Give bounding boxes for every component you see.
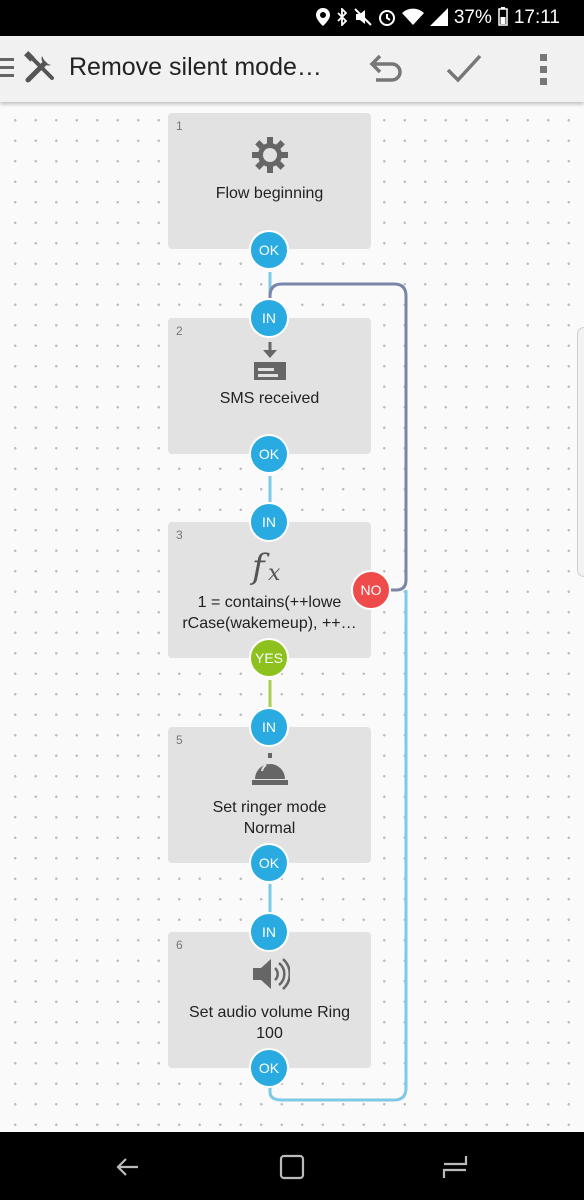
block-label-line1: Set ringer mode: [212, 799, 327, 816]
edge-handle[interactable]: [577, 327, 584, 577]
svg-text:f: f: [250, 547, 270, 587]
wire-6-loop: [268, 590, 408, 1102]
gear-icon: [250, 135, 290, 175]
check-icon[interactable]: [444, 50, 484, 88]
block-number: 6: [176, 938, 183, 952]
port-yes[interactable]: YES: [249, 638, 289, 678]
block-number: 1: [176, 119, 183, 133]
block-label: SMS received: [219, 390, 320, 407]
status-bar: 37% 17:11: [0, 0, 584, 36]
tools-icon: [22, 50, 58, 86]
port-no[interactable]: NO: [351, 570, 391, 610]
block-label-line2: Normal: [243, 820, 296, 837]
more-icon[interactable]: [536, 52, 552, 88]
function-icon: f x: [249, 544, 290, 587]
block-label: Flow beginning: [215, 185, 324, 202]
sms-received-icon: [250, 340, 290, 382]
port-ok[interactable]: OK: [249, 1048, 289, 1088]
mute-icon: [354, 7, 372, 29]
wifi-icon: [401, 8, 424, 29]
port-in[interactable]: IN: [249, 298, 289, 338]
block-label-line2: 100: [256, 1025, 283, 1042]
flow-canvas[interactable]: 1 Flow beginning OK 2: [0, 102, 584, 1132]
flow-connections: [268, 272, 408, 1102]
port-ok[interactable]: OK: [249, 434, 289, 474]
port-in[interactable]: IN: [249, 502, 289, 542]
speaker-icon: [250, 954, 292, 994]
flow-block-sms-received[interactable]: 2 SMS received: [168, 318, 371, 454]
port-in[interactable]: IN: [249, 707, 289, 747]
location-icon: [315, 7, 330, 29]
port-ok[interactable]: OK: [249, 843, 289, 883]
battery-icon: [498, 7, 508, 29]
flow-block-audio-volume[interactable]: 6 Set audio volume Ring 100: [168, 932, 371, 1068]
port-ok[interactable]: OK: [249, 230, 289, 270]
wire-no-loop: [268, 282, 408, 592]
block-number: 3: [176, 528, 183, 542]
bluetooth-icon: [336, 6, 348, 29]
alarm-icon: [378, 8, 396, 29]
recents-icon[interactable]: [440, 1152, 470, 1182]
block-number: 5: [176, 733, 183, 747]
flow-block-ringer-mode[interactable]: 5 Set ringer mode Normal: [168, 727, 371, 863]
page-title: Remove silent mode…: [69, 53, 322, 81]
block-label-line1: Set audio volume Ring: [189, 1004, 350, 1021]
clock: 17:11: [513, 7, 560, 28]
undo-icon[interactable]: [366, 52, 404, 86]
block-label-line2: rCase(wakemeup), ++…: [182, 615, 357, 632]
battery-percent: 37%: [453, 7, 492, 28]
block-number: 2: [176, 324, 183, 338]
flow-block-expression[interactable]: 3 f x 1 = contains(++lowe rCase(wakemeup…: [168, 522, 371, 658]
bell-icon: [250, 749, 290, 789]
port-in[interactable]: IN: [249, 912, 289, 952]
back-icon[interactable]: [112, 1152, 142, 1182]
flow-block-beginning[interactable]: 1 Flow beginning: [168, 113, 371, 249]
menu-icon[interactable]: [0, 58, 14, 80]
block-label-line1: 1 = contains(++lowe: [197, 594, 342, 611]
home-icon[interactable]: [277, 1152, 307, 1182]
app-toolbar: Remove silent mode…: [0, 36, 584, 102]
nav-bar: [0, 1132, 584, 1200]
signal-icon: [429, 7, 448, 29]
svg-text:x: x: [268, 561, 281, 586]
